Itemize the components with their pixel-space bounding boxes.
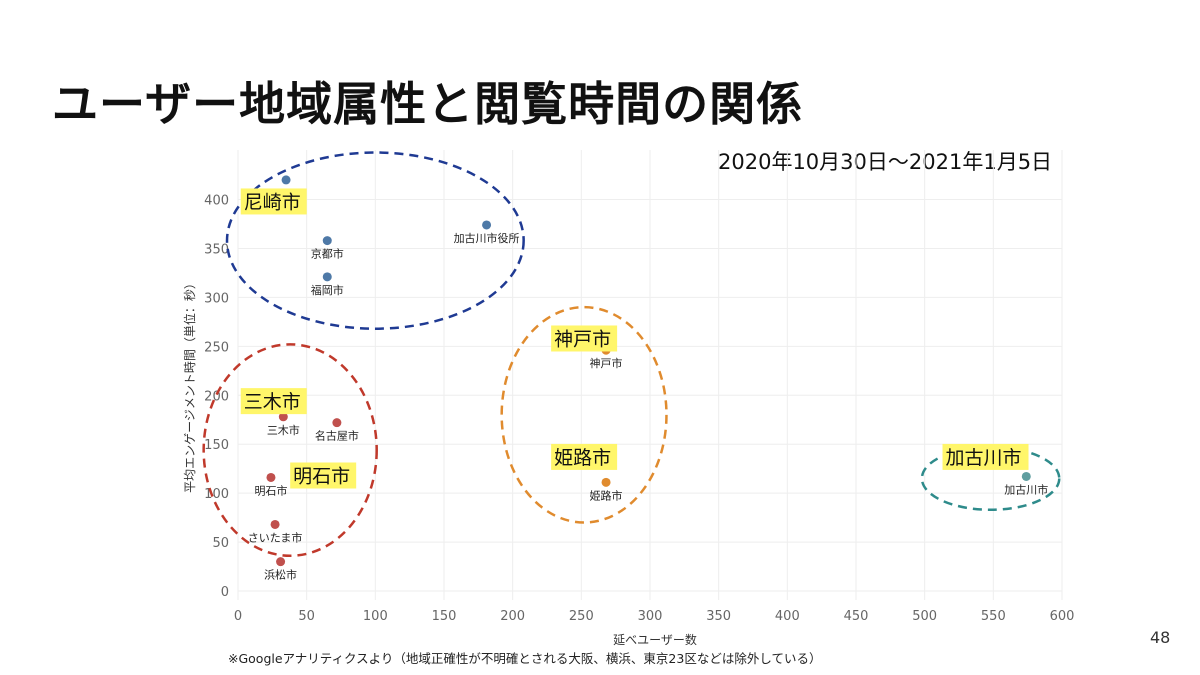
cluster-outline <box>202 343 378 558</box>
data-point <box>601 477 611 487</box>
y-tick-label: 150 <box>204 438 229 453</box>
y-tick-label: 250 <box>204 340 229 355</box>
data-point-label: 姫路市 <box>590 488 623 502</box>
data-point-label: 明石市 <box>254 483 287 497</box>
x-tick-label: 150 <box>432 609 457 624</box>
data-point <box>278 412 288 422</box>
callout-highlight <box>551 325 618 352</box>
y-tick-label: 50 <box>212 536 229 551</box>
x-tick-label: 600 <box>1050 609 1075 624</box>
date-range: 2020年10月30日～2021年1月5日 <box>718 150 1053 174</box>
callout-label: 神戸市 <box>554 328 611 350</box>
x-tick-label: 550 <box>981 609 1006 624</box>
y-axis-title: 平均エンゲージメント時間（単位：秒） <box>182 277 197 493</box>
data-point <box>281 175 291 185</box>
x-tick-label: 400 <box>775 609 800 624</box>
x-tick-label: 50 <box>298 609 315 624</box>
y-tick-label: 300 <box>204 291 229 306</box>
data-point <box>1021 471 1031 481</box>
data-point <box>322 272 332 282</box>
callout-label: 三木市 <box>244 391 301 413</box>
data-point <box>332 418 342 428</box>
data-point-label: 浜松市 <box>264 568 297 582</box>
data-point-label: 加古川市 <box>1004 482 1048 496</box>
data-point-label: 福岡市 <box>311 283 344 297</box>
y-tick-label: 200 <box>204 389 229 404</box>
x-tick-label: 200 <box>500 609 525 624</box>
callout-highlight <box>290 462 357 489</box>
data-point <box>482 220 492 230</box>
page-title: ユーザー地域属性と閲覧時間の関係 <box>52 77 804 131</box>
callout-highlight <box>240 188 307 215</box>
callout-highlight <box>240 388 307 415</box>
callout-label: 加古川市 <box>946 447 1022 469</box>
data-point-label: 京都市 <box>311 247 344 261</box>
data-point-label: 加古川市役所 <box>454 231 520 245</box>
cluster-outline <box>225 151 525 330</box>
callout-label: 尼崎市 <box>244 191 301 213</box>
footnote: ※Googleアナリティクスより（地域正確性が不明確とされる大阪、横浜、東京23… <box>228 651 822 666</box>
x-axis-title: 延べユーザー数 <box>613 632 697 647</box>
cluster-outline <box>500 305 668 524</box>
callout-label: 明石市 <box>293 466 350 488</box>
data-point-label: 名古屋市 <box>315 429 359 443</box>
page-number: 48 <box>1150 628 1171 647</box>
x-tick-label: 500 <box>912 609 937 624</box>
data-point <box>270 519 280 529</box>
cluster-outlines <box>202 151 1061 558</box>
callout-label: 姫路市 <box>554 447 611 469</box>
x-tick-label: 350 <box>706 609 731 624</box>
x-tick-label: 0 <box>234 609 242 624</box>
data-point-label: 神戸市 <box>590 356 623 370</box>
x-tick-label: 300 <box>638 609 663 624</box>
y-tick-label: 350 <box>204 242 229 257</box>
data-point <box>276 557 286 567</box>
x-tick-label: 450 <box>844 609 869 624</box>
x-tick-label: 100 <box>363 609 388 624</box>
y-tick-label: 100 <box>204 487 229 502</box>
callout-highlight <box>551 443 618 470</box>
axis-ticks: 0 50 100 150 200 250 300 350 400 450 500 550 600 0 50 1… <box>204 194 1074 625</box>
grid <box>237 150 1063 600</box>
data-point <box>322 236 332 246</box>
data-point-label: さいたま市 <box>248 530 303 544</box>
y-tick-label: 0 <box>221 585 229 600</box>
data-point-label: 三木市 <box>267 423 300 437</box>
x-tick-label: 250 <box>569 609 594 624</box>
callout-highlight <box>942 443 1029 470</box>
y-tick-label: 400 <box>204 194 229 209</box>
data-point <box>266 472 276 482</box>
